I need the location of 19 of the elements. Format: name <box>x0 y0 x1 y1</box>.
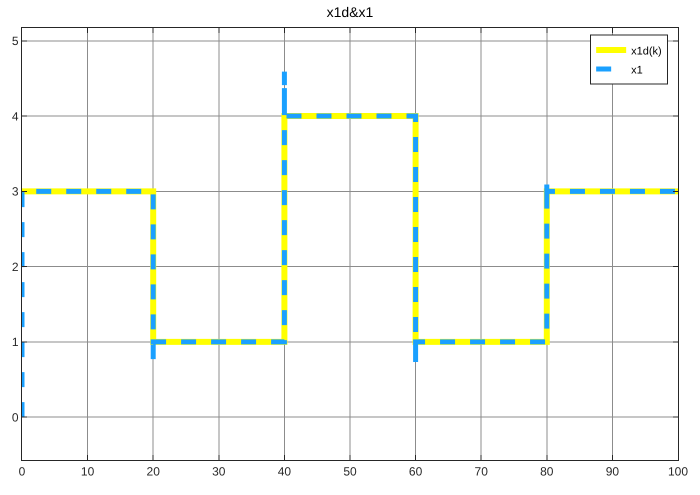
y-tick-label: 4 <box>12 109 19 124</box>
y-tick-label: 2 <box>12 260 19 274</box>
y-tick-label: 3 <box>12 184 19 199</box>
x-tick-label: 90 <box>606 464 620 478</box>
x-tick-label: 20 <box>146 464 160 478</box>
legend-label: x1 <box>631 64 643 76</box>
y-tick-label: 0 <box>12 410 19 424</box>
x-tick-label: 10 <box>80 464 95 478</box>
chart-title: x1d&x1 <box>326 4 374 20</box>
x-tick-label: 40 <box>278 464 292 478</box>
x-tick-label: 50 <box>343 464 357 478</box>
x-tick-label: 100 <box>668 464 688 478</box>
legend-label: x1d(k) <box>631 45 662 58</box>
x-tick-label: 70 <box>474 464 488 478</box>
x-tick-label: 30 <box>212 464 226 478</box>
y-tick-label: 5 <box>12 34 19 48</box>
x-tick-label: 80 <box>540 464 554 478</box>
y-tick-label: 1 <box>12 335 19 350</box>
x-tick-label: 60 <box>408 464 423 478</box>
